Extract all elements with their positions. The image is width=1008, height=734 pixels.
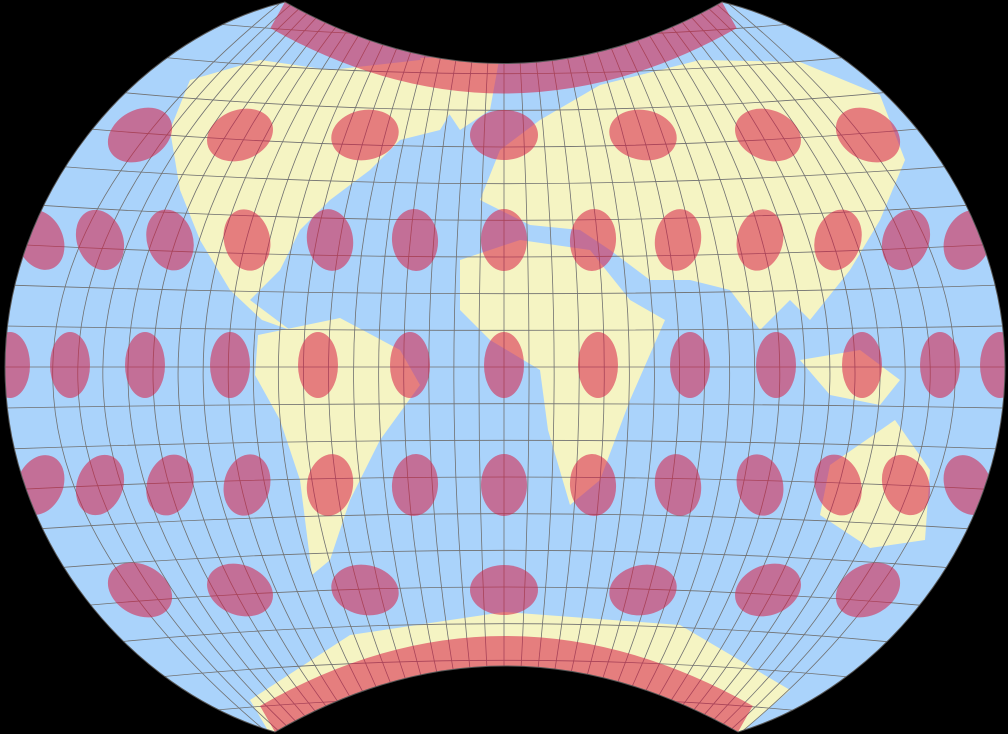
- tissot-ellipse: [609, 564, 677, 616]
- tissot-ellipse: [835, 107, 901, 163]
- tissot-ellipse: [654, 454, 702, 516]
- tissot-ellipse: [306, 454, 354, 516]
- tissot-ellipse: [835, 562, 901, 618]
- tissot-ellipse: [331, 564, 399, 616]
- tissot-ellipse: [306, 209, 354, 271]
- tissot-ellipse: [481, 454, 527, 516]
- tissot-ellipse: [736, 209, 784, 271]
- tissot-ellipse: [207, 563, 273, 617]
- tissot-ellipse: [331, 109, 399, 161]
- tissot-ellipse: [75, 454, 125, 516]
- tissot-ellipse: [146, 209, 194, 271]
- tissot-ellipse: [107, 562, 173, 618]
- tissot-ellipse: [569, 209, 617, 271]
- tissot-ellipse: [391, 454, 439, 516]
- parallel: [5, 325, 1005, 331]
- eurasia: [480, 60, 905, 330]
- parallel: [5, 284, 1005, 295]
- tissot-ellipse: [470, 110, 538, 160]
- tissot-ellipse: [223, 209, 271, 271]
- parallel: [5, 439, 1005, 450]
- africa: [460, 240, 665, 505]
- parallel: [5, 549, 1005, 573]
- parallel: [5, 403, 1005, 409]
- tissot-ellipse: [920, 332, 960, 398]
- tissot-ellipse: [390, 332, 430, 398]
- tissot-ellipse: [470, 565, 538, 615]
- tissot-ellipse: [881, 454, 931, 516]
- tissot-ellipse: [578, 332, 618, 398]
- parallel: [5, 623, 1005, 656]
- tissot-ellipse: [484, 332, 524, 398]
- tissot-ellipse: [735, 563, 801, 617]
- tissot-ellipse: [569, 454, 617, 516]
- tissot-ellipse: [756, 332, 796, 398]
- parallel: [5, 161, 1005, 185]
- tissot-ellipse: [735, 108, 801, 162]
- tissot-ellipse: [881, 209, 931, 271]
- tissot-ellipse: [298, 332, 338, 398]
- tissot-ellipse: [5, 332, 30, 398]
- tissot-ellipse: [814, 454, 862, 516]
- tissot-ellipse: [50, 332, 90, 398]
- tissot-ellipse: [609, 109, 677, 161]
- tissot-ellipse: [125, 332, 165, 398]
- tissot-ellipse: [210, 332, 250, 398]
- tissot-ellipse: [223, 454, 271, 516]
- tissot-ellipse: [75, 209, 125, 271]
- tissot-ellipse: [146, 454, 194, 516]
- tissot-ellipse: [736, 454, 784, 516]
- tissot-ellipse: [207, 108, 273, 162]
- tissot-ellipse: [391, 209, 439, 271]
- map-outline: [4, 1, 1006, 733]
- tissot-ellipse: [814, 209, 862, 271]
- tissot-ellipse: [842, 332, 882, 398]
- tissot-ellipse: [481, 209, 527, 271]
- tissot-ellipse: [980, 332, 1005, 398]
- tissot-ellipse: [107, 107, 173, 163]
- tissot-ellipse: [670, 332, 710, 398]
- tissot-ellipse: [654, 209, 702, 271]
